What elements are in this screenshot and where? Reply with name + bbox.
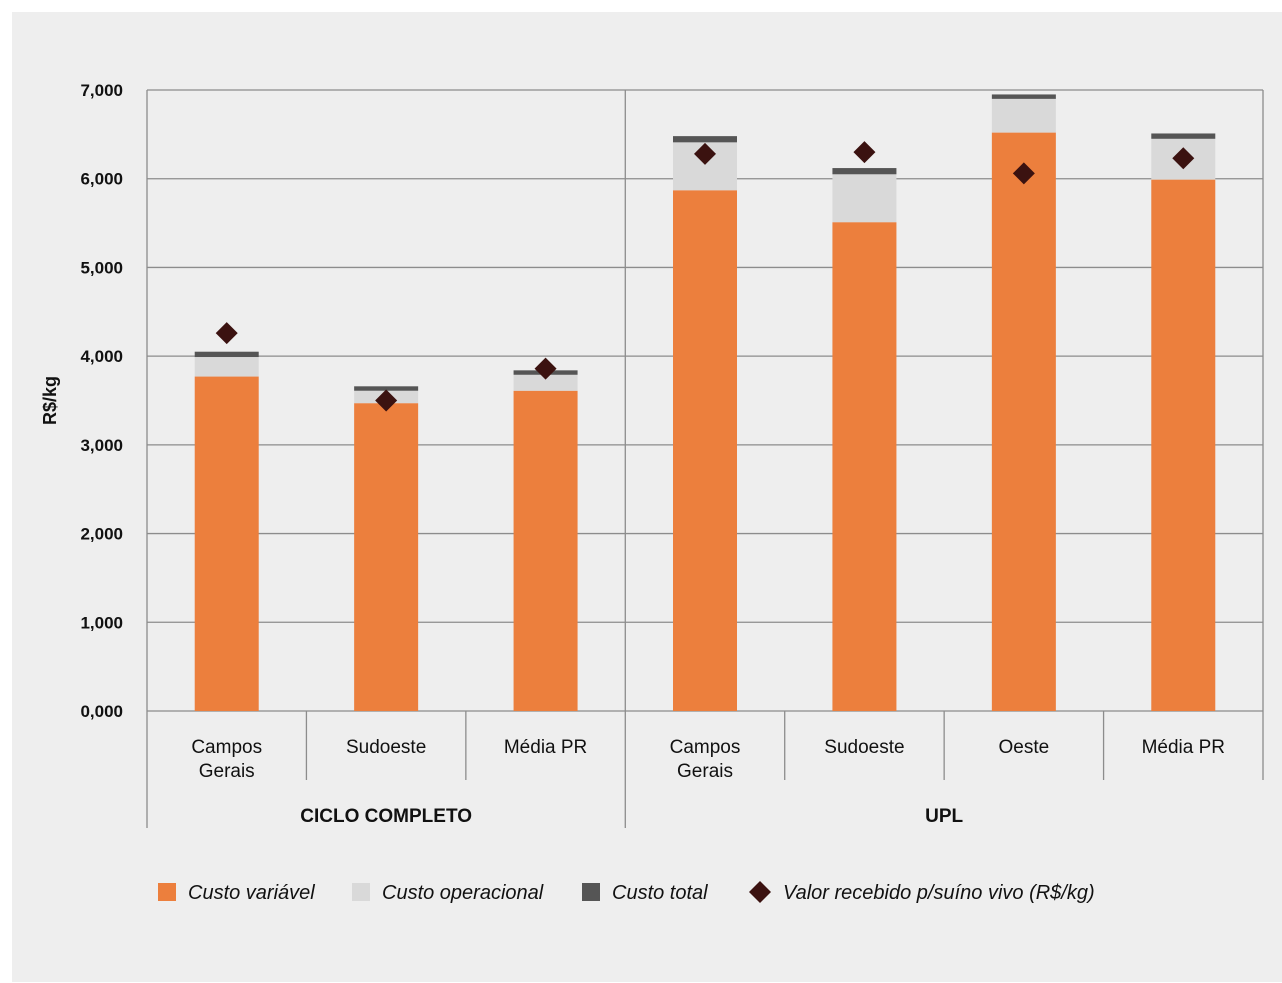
y-tick-label: 7,000 [80, 81, 123, 100]
x-category-label: Oeste [999, 737, 1050, 758]
group-label: UPL [925, 806, 963, 827]
bar-custo-total [194, 351, 259, 358]
y-tick-label: 0,000 [80, 702, 123, 721]
legend-label: Custo operacional [382, 882, 544, 904]
legend-swatch [582, 883, 600, 901]
marker-valor-recebido [375, 389, 398, 412]
bar-custo-variavel [673, 190, 737, 712]
bar-custo-variavel [832, 222, 897, 712]
marker-valor-recebido [534, 357, 557, 380]
y-tick-label: 5,000 [80, 258, 123, 277]
legend-swatch [352, 883, 370, 901]
marker-valor-recebido [694, 142, 716, 165]
bar-custo-total [354, 386, 419, 391]
marker-valor-recebido [215, 322, 238, 345]
bar-custo-operacional [513, 374, 578, 391]
legend-label: Valor recebido p/suíno vivo (R$/kg) [783, 882, 1095, 904]
group-label: CICLO COMPLETO [300, 806, 472, 827]
y-tick-label: 3,000 [80, 436, 123, 455]
bar-custo-total [1151, 133, 1216, 139]
x-category-label: Média PR [1142, 737, 1225, 758]
bar-custo-variavel [354, 403, 419, 711]
legend-swatch [158, 883, 176, 901]
y-tick-label: 2,000 [80, 525, 123, 544]
x-category-label: Sudoeste [346, 737, 426, 758]
y-tick-label: 6,000 [80, 170, 123, 189]
bar-custo-operacional [991, 98, 1056, 133]
y-tick-label: 1,000 [80, 613, 123, 632]
x-category-label: Campos [191, 737, 262, 758]
y-tick-label: 4,000 [80, 347, 123, 366]
x-category-label: Campos [670, 737, 741, 758]
bar-custo-variavel [194, 376, 259, 711]
marker-valor-recebido [853, 141, 876, 164]
legend-marker-diamond [749, 881, 771, 903]
x-category-label: Sudoeste [824, 737, 904, 758]
x-category-label: Média PR [504, 737, 587, 758]
bar-custo-variavel [513, 390, 578, 711]
x-category-label: Gerais [677, 761, 733, 782]
bar-custo-operacional [194, 357, 259, 377]
x-category-label: Gerais [199, 761, 255, 782]
bar-custo-variavel [991, 132, 1056, 711]
bar-custo-variavel [1151, 179, 1216, 711]
marker-valor-recebido [1172, 147, 1195, 170]
bar-custo-total [991, 94, 1056, 99]
legend-label: Custo total [612, 882, 708, 904]
marker-valor-recebido [1012, 162, 1035, 185]
bar-custo-operacional [832, 174, 897, 223]
legend-label: Custo variável [188, 882, 315, 904]
bar-custo-total [832, 168, 897, 175]
y-axis-label: R$/kg [40, 376, 60, 425]
bar-custo-total [673, 136, 737, 143]
